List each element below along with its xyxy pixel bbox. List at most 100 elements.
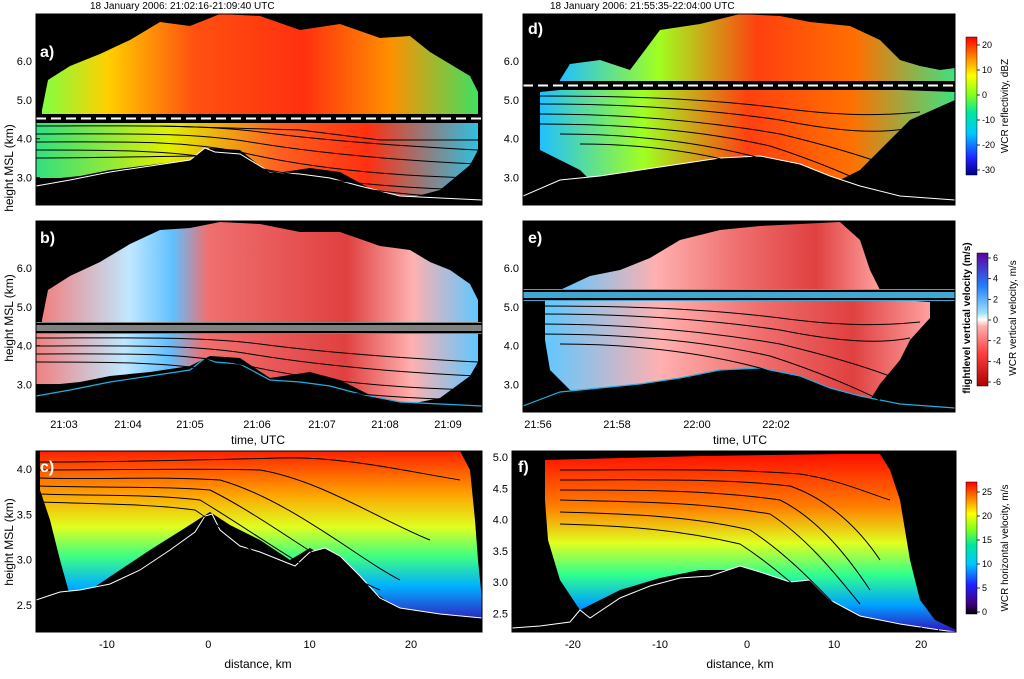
panel-e-xtick-label: 22:02 <box>762 419 790 431</box>
colorbar-tick-label: 2 <box>993 294 998 304</box>
colorbar-reflectivity-ticks: 20 10 0 -10 -20 -30 <box>977 40 995 175</box>
panel-f: f) 5.0 4.5 4.0 3.5 3.0 2.5 -20 -10 0 10 20 <box>493 450 957 651</box>
distance-axis-title-right: distance, km <box>706 657 773 671</box>
panel-e-ytick-label: 6.0 <box>504 263 519 275</box>
panel-d: d) 6.0 5.0 4.0 3.0 <box>504 13 956 206</box>
panel-f-ytick-label: 4.0 <box>493 515 508 527</box>
panel-f-xtick-label: 20 <box>915 639 927 651</box>
colorbar-tick-label: 0 <box>993 315 998 325</box>
panel-f-streamlines <box>559 469 891 615</box>
colorbar-tick-label: -30 <box>982 165 995 175</box>
panel-d-ytick-label: 3.0 <box>504 173 519 185</box>
panel-a-echo-lower <box>36 122 478 198</box>
colorbar-tick-label: 10 <box>982 559 992 569</box>
panel-e-echo-upper <box>560 222 880 290</box>
height-axis-title-bottom: height MSL (km) <box>2 498 16 586</box>
colorbar-tick-label: 10 <box>982 65 992 75</box>
panel-d-yticks: 6.0 5.0 4.0 3.0 <box>504 56 527 185</box>
distance-axis-title-left: distance, km <box>224 657 291 671</box>
time-axis-title-right: time, UTC <box>713 433 767 447</box>
panel-b-echo-lower <box>36 334 478 404</box>
panel-a-ytick-label: 6.0 <box>17 56 32 68</box>
colorbar-tick-label: 5 <box>982 583 987 593</box>
panel-e: e) 6.0 5.0 4.0 3.0 21:56 21:58 22:00 22:02 <box>504 220 956 431</box>
panel-c-xtick-label: 10 <box>304 639 316 651</box>
colorbar-tick-label: 6 <box>993 253 998 263</box>
panel-e-xtick-label: 21:58 <box>603 419 631 431</box>
colorbar-horizontal-velocity-ramp <box>965 481 978 615</box>
panel-f-frame <box>511 450 957 633</box>
panel-c-xticks: -10 0 10 20 <box>45 627 473 651</box>
panel-b-xtick-label: 21:09 <box>434 419 462 431</box>
panel-c-streamlines <box>39 457 461 607</box>
colorbar-tick-label: 4 <box>993 274 998 284</box>
panel-c-xtick-label: 0 <box>205 639 211 651</box>
panel-b-xticks: 21:03 21:04 21:05 21:06 21:07 21:08 21:09 <box>43 407 477 431</box>
panel-e-letter: e) <box>528 230 542 247</box>
colorbar-tick-label: 20 <box>982 40 992 50</box>
header-left: 18 January 2006: 21:02:16-21:09:40 UTC <box>90 1 275 12</box>
panel-f-xtick-label: -20 <box>565 639 581 651</box>
panel-c-xtick-label: 20 <box>405 639 417 651</box>
panel-e-ytick-label: 5.0 <box>504 302 519 314</box>
panel-a-streamlines <box>36 125 479 199</box>
panel-a-letter: a) <box>40 44 54 61</box>
colorbar-vertical-velocity: 6 4 2 0 -2 -4 -6 WCR vertical velocity, m/s fl… <box>962 242 1019 393</box>
panel-b-echo-upper <box>42 222 478 322</box>
colorbar-reflectivity: 20 10 0 -10 -20 -30 WCR reflectivity, dBZ <box>965 36 1011 176</box>
panel-b-xtick-label: 21:08 <box>371 419 399 431</box>
colorbar-tick-label: 0 <box>982 90 987 100</box>
panel-d-echo-lower <box>540 90 955 180</box>
panel-e-yticks: 6.0 5.0 4.0 3.0 <box>504 263 527 392</box>
panel-a: a) 6.0 5.0 4.0 3.0 <box>17 13 483 206</box>
panel-c-terrain-fill <box>36 514 482 632</box>
panel-f-xtick-label: -10 <box>652 639 668 651</box>
colorbar-tick-label: -20 <box>982 140 995 150</box>
panel-f-ytick-label: 3.5 <box>493 546 508 558</box>
panel-e-terrain-fill <box>523 368 955 412</box>
colorbar-tick-label: 15 <box>982 535 992 545</box>
panel-e-ytick-label: 3.0 <box>504 380 519 392</box>
panel-d-frame <box>522 13 956 206</box>
panel-b-xtick-label: 21:06 <box>243 419 271 431</box>
colorbar-tick-label: -10 <box>982 115 995 125</box>
panel-c-xtick-label: -10 <box>99 639 115 651</box>
panel-d-terrain-fill <box>523 156 955 205</box>
panel-b-xtick-label: 21:03 <box>50 419 78 431</box>
panel-f-yticks: 5.0 4.5 4.0 3.5 3.0 2.5 <box>493 452 516 620</box>
colorbar-vertical-velocity-ramp <box>976 252 989 387</box>
height-axis-title-mid: height MSL (km) <box>2 274 16 362</box>
panel-b-yticks: 6.0 5.0 4.0 3.0 <box>17 263 40 392</box>
panel-f-echo <box>545 454 956 632</box>
panel-c: c) 4.0 3.5 3.0 2.5 -10 0 10 20 <box>17 450 483 651</box>
colorbar-tick-label: 20 <box>982 511 992 521</box>
panel-f-ytick-label: 3.0 <box>493 577 508 589</box>
colorbar-tick-label: 25 <box>982 487 992 497</box>
panel-e-xtick-label: 21:56 <box>524 419 552 431</box>
colorbar-tick-label: 0 <box>982 607 987 617</box>
panel-d-echo-upper <box>560 14 955 82</box>
panel-b-xtick-label: 21:04 <box>114 419 142 431</box>
panel-c-echo <box>40 451 482 620</box>
panel-f-xtick-label: 10 <box>828 639 840 651</box>
panel-e-terrain-line <box>523 367 955 409</box>
panel-d-ytick-label: 5.0 <box>504 95 519 107</box>
colorbar-vertical-velocity-ticks: 6 4 2 0 -2 -4 -6 <box>988 253 1001 387</box>
panel-f-terrain-line <box>512 565 956 632</box>
panel-e-echo-lower <box>545 300 930 404</box>
panel-b-ytick-label: 6.0 <box>17 263 32 275</box>
panel-a-yticks: 6.0 5.0 4.0 3.0 <box>17 56 40 185</box>
colorbar-horizontal-velocity-title: WCR horizontal velocity, m/s <box>1000 484 1011 611</box>
colorbar-tick-label: -6 <box>993 377 1001 387</box>
panel-a-ytick-label: 5.0 <box>17 95 32 107</box>
panel-d-letter: d) <box>528 21 543 38</box>
panel-f-ytick-label: 2.5 <box>493 608 508 620</box>
panel-d-ytick-label: 4.0 <box>504 134 519 146</box>
panel-b: b) 6.05.04.03.0 21:03 21:04 21:05 21:06 21:0… <box>17 220 483 431</box>
panel-b-ytick-label: 5.0 <box>17 302 32 314</box>
colorbar-tick-label: -4 <box>993 356 1001 366</box>
panel-f-xticks: -20 -10 0 10 20 <box>520 627 957 651</box>
panel-c-ytick-label: 2.5 <box>17 600 32 612</box>
panel-c-ytick-label: 3.5 <box>17 509 32 521</box>
